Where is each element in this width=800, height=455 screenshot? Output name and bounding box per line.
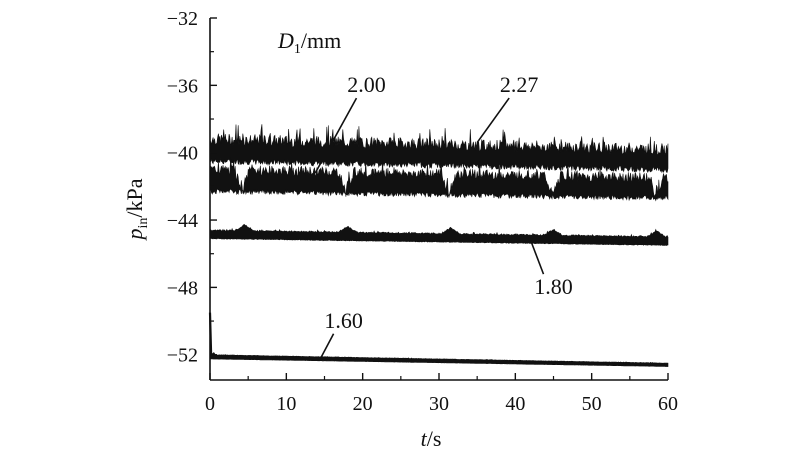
series-layer [208, 124, 669, 367]
y-tick-label: −52 [167, 345, 198, 367]
legend-title: D1/mm [277, 28, 341, 57]
annotation-label: 2.00 [347, 72, 386, 97]
annotation-leader [529, 239, 545, 275]
series-band [209, 124, 669, 174]
series-2-27 [209, 124, 669, 174]
x-tick-label: 50 [582, 393, 602, 415]
series-band [209, 157, 669, 202]
annotation-2-27: 2.27 [476, 72, 539, 144]
ticks: 0 10 20 30 40 50 60 −52 −48 −44 −40 −36 −32 [167, 8, 678, 415]
x-tick-label: 40 [505, 393, 525, 415]
y-tick-label: −44 [167, 210, 198, 232]
y-axis-label: pin/kPa [122, 178, 151, 241]
y-tick-label: −32 [167, 8, 198, 30]
x-axis-label: t/s [421, 426, 442, 451]
annotations: 2.00 2.27 1.80 1.60 [314, 72, 573, 359]
y-tick-label: −40 [167, 143, 198, 165]
y-tick-label: −48 [167, 277, 198, 299]
annotation-label: 2.27 [500, 72, 539, 97]
series-band [209, 353, 669, 367]
x-tick-label: 10 [276, 393, 296, 415]
series-2-00 [209, 157, 669, 202]
x-tick-label: 20 [353, 393, 373, 415]
annotation-label: 1.60 [324, 308, 363, 333]
labels: t/s pin/kPa D1/mm [122, 28, 441, 451]
annotation-leader [476, 97, 510, 144]
annotation-2-00: 2.00 [314, 72, 386, 174]
x-tick-label: 30 [429, 393, 449, 415]
series-1-60 [208, 312, 669, 367]
y-tick-label: −36 [167, 75, 198, 97]
series-band [209, 223, 669, 246]
annotation-leader [319, 333, 335, 359]
x-tick-label: 60 [658, 393, 678, 415]
annotation-1-60: 1.60 [319, 308, 363, 359]
annotation-label: 1.80 [534, 274, 573, 299]
annotation-leader [314, 97, 358, 174]
axes [209, 18, 668, 381]
series-1-80 [209, 223, 669, 246]
x-tick-label: 0 [205, 393, 215, 415]
annotation-1-80: 1.80 [529, 239, 573, 299]
